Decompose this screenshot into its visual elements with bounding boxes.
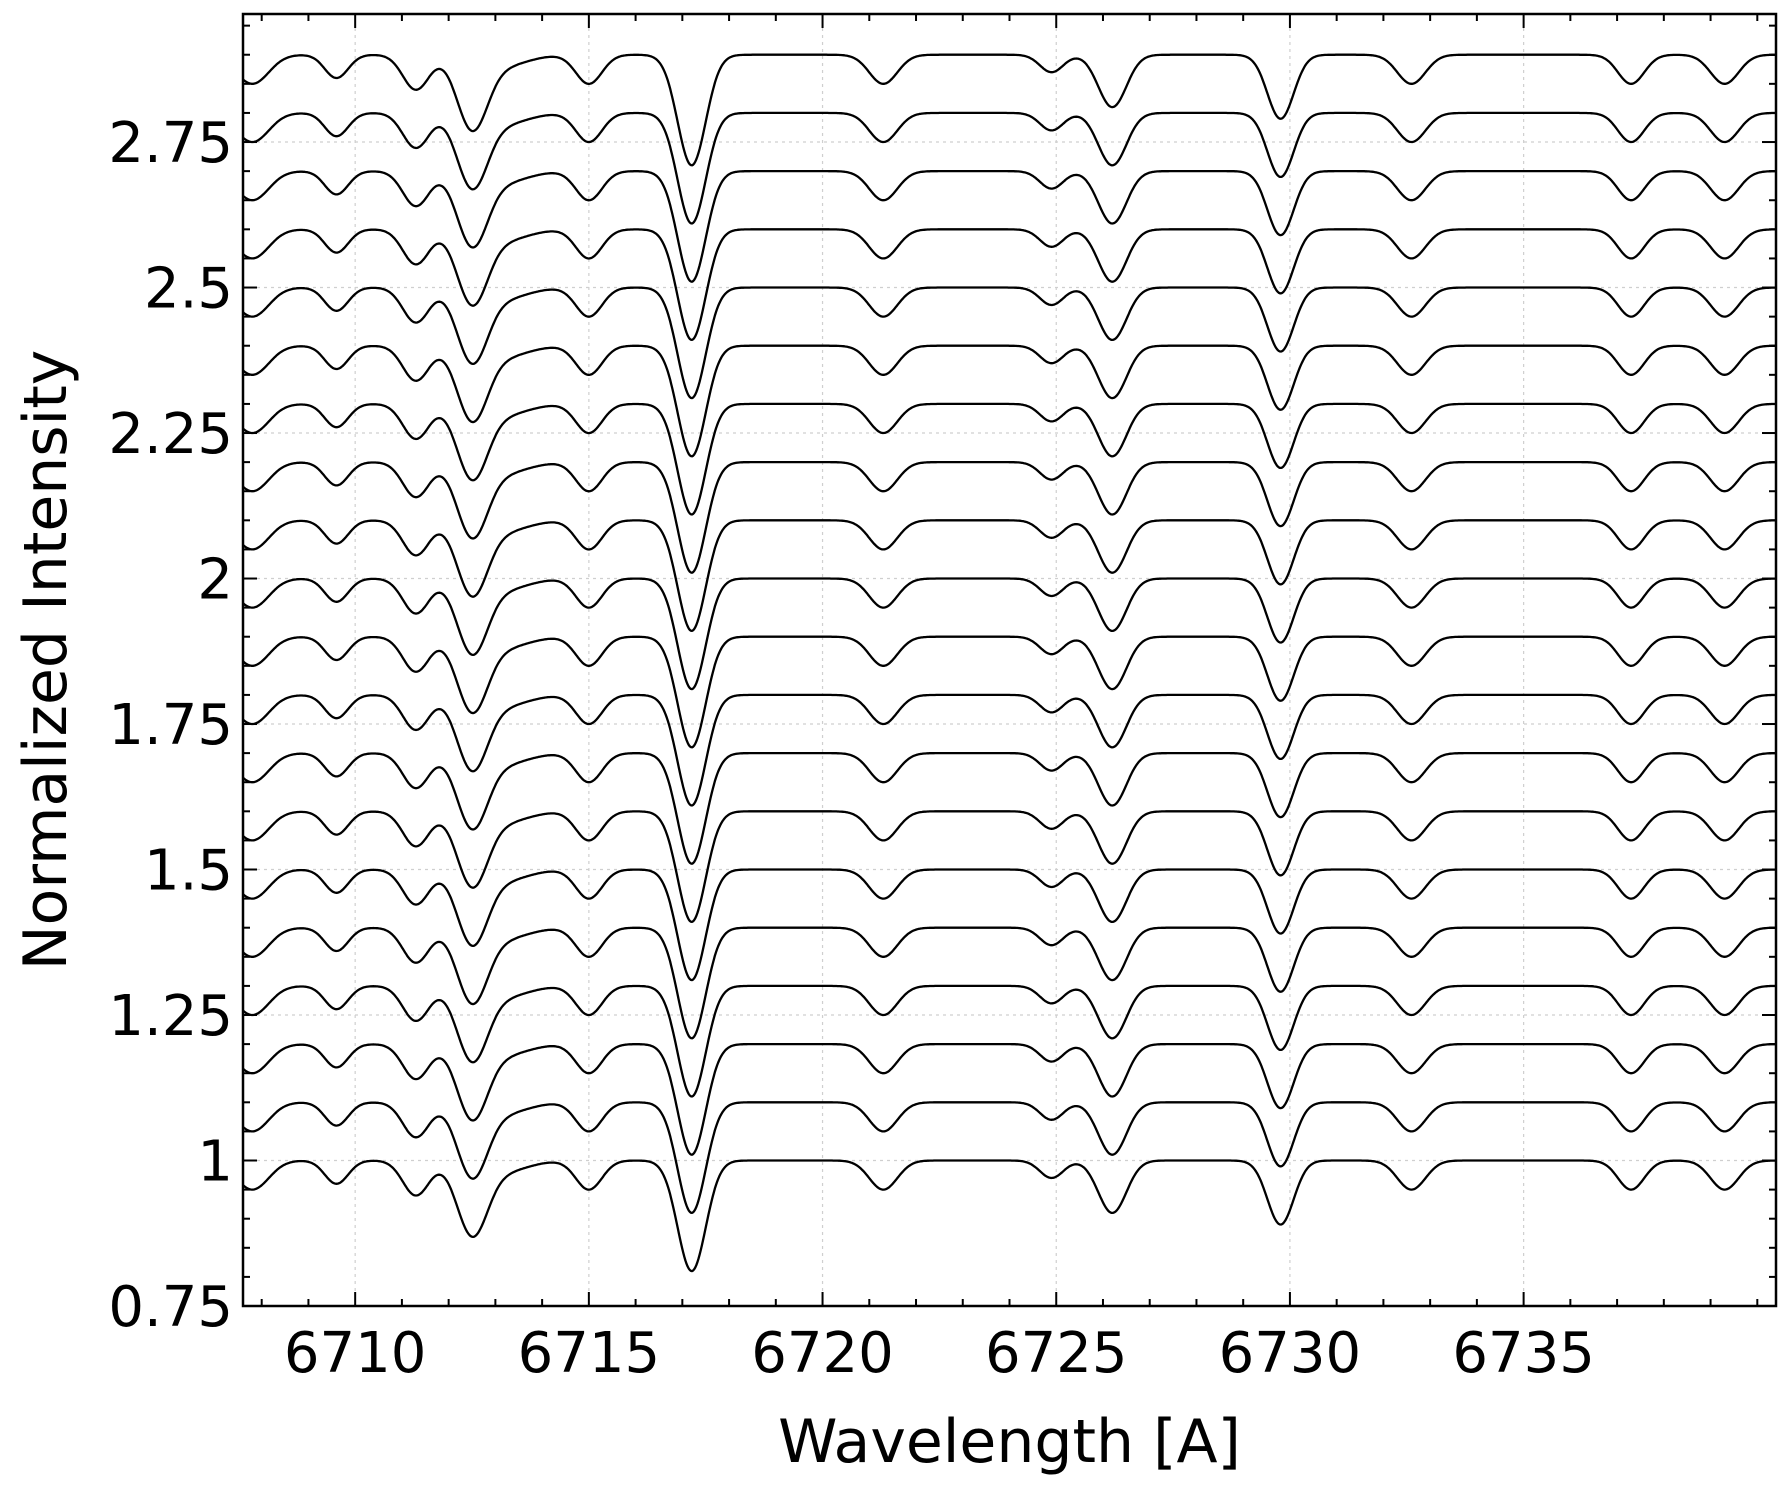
x-tick-label: 6725 [985, 1321, 1128, 1386]
x-axis-title: Wavelength [A] [778, 1407, 1241, 1477]
spectrum-line [242, 868, 1777, 982]
x-tick-label: 6720 [751, 1321, 894, 1386]
axis-ticks [243, 14, 1776, 1307]
spectrum-line [242, 577, 1777, 691]
spectrum-line [242, 53, 1777, 167]
spectrum-line [242, 984, 1777, 1098]
spectrum-line [242, 635, 1777, 749]
x-tick-label: 6715 [518, 1321, 661, 1386]
spectrum-line [242, 810, 1777, 924]
y-tick-label: 2 [197, 548, 233, 613]
spectrum-line [242, 402, 1777, 516]
spectrum-line [242, 111, 1777, 225]
y-tick-label: 2.25 [108, 402, 233, 467]
spectrum-line [242, 1042, 1777, 1156]
spectrum-line [242, 1101, 1777, 1215]
grid-lines [243, 14, 1776, 1307]
y-tick-label: 2.5 [144, 257, 233, 322]
spectrum-line [242, 519, 1777, 633]
spectrum-line [242, 926, 1777, 1040]
y-axis-title: Normalized Intensity [11, 350, 81, 970]
y-tick-label: 0.75 [108, 1275, 233, 1340]
spectrum-line [242, 1159, 1777, 1273]
spectrum-line [242, 460, 1777, 574]
y-tick-label: 1 [197, 1130, 233, 1195]
x-tick-label: 6735 [1452, 1321, 1595, 1386]
y-tick-label: 2.75 [108, 111, 233, 176]
spectrum-line [242, 286, 1777, 400]
spectrum-line [242, 693, 1777, 807]
spectrum-line [242, 228, 1777, 342]
x-tick-labels: 6710 6715 6720 6725 6730 6735 [284, 1321, 1595, 1386]
y-tick-label: 1.75 [108, 693, 233, 758]
spectrum-line [242, 751, 1777, 865]
x-tick-label: 6730 [1219, 1321, 1362, 1386]
x-tick-label: 6710 [284, 1321, 427, 1386]
y-tick-label: 1.25 [108, 984, 233, 1049]
y-tick-label: 1.5 [144, 839, 233, 904]
spectra-series [242, 53, 1777, 1273]
y-tick-labels: 0.75 1 1.25 1.5 1.75 2 2.25 2.5 2.75 [108, 111, 233, 1340]
plot-frame [241, 12, 1778, 1308]
spectrum-line [242, 169, 1777, 283]
spectrum-line [242, 344, 1777, 458]
